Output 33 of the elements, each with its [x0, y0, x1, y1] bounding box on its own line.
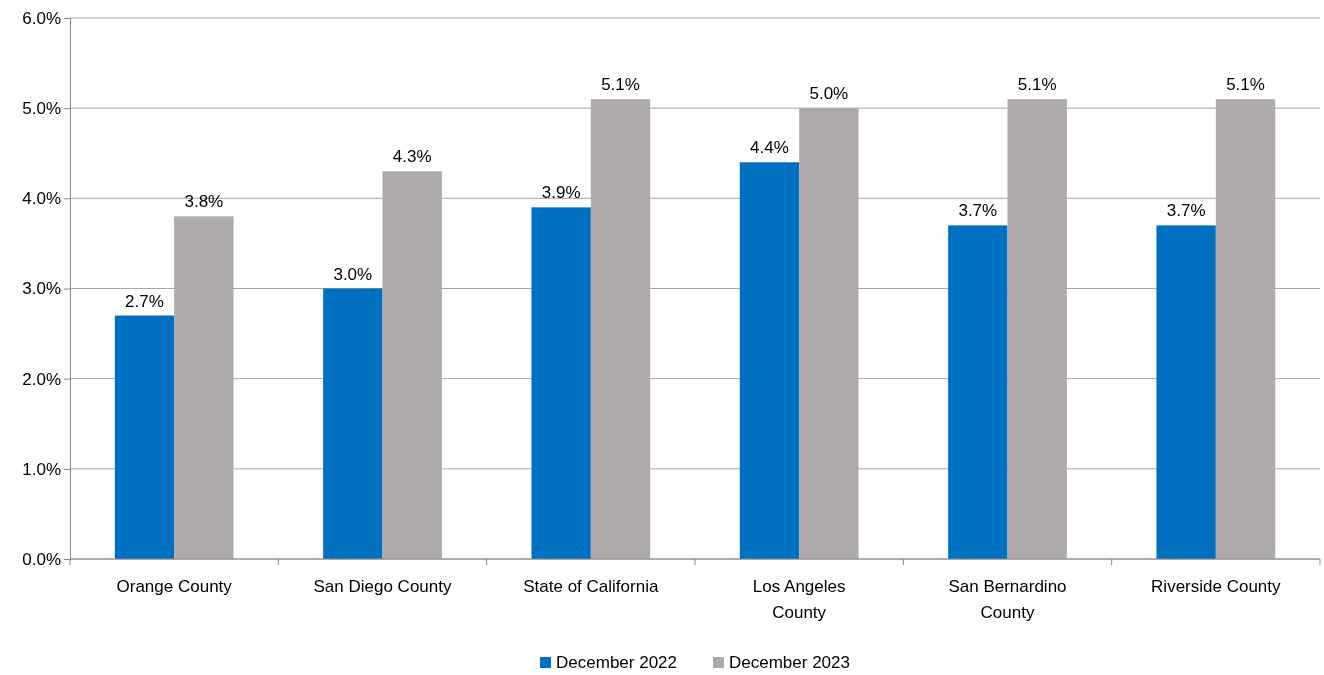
data-label: 5.1%: [1226, 75, 1265, 95]
x-tick-label: San Diego County: [313, 577, 452, 596]
data-label: 3.0%: [333, 264, 373, 284]
y-tick-label: 3.0%: [22, 279, 61, 299]
y-tick-label: 4.0%: [22, 189, 61, 209]
data-label: 3.7%: [1166, 201, 1206, 221]
x-tick-label: Riverside County: [1151, 577, 1282, 596]
data-label: 5.1%: [601, 75, 640, 95]
data-label: 3.8%: [184, 192, 224, 212]
bar: [1156, 225, 1216, 559]
legend-label: December 2022: [556, 653, 677, 672]
y-tick-label: 0.0%: [22, 549, 61, 569]
data-label: 5.0%: [809, 84, 849, 104]
bar: [323, 288, 383, 559]
bar: [531, 207, 591, 559]
data-label: 3.7%: [958, 201, 998, 221]
x-tick-label: San Bernardino County: [948, 577, 1067, 622]
x-tick-label: Orange County: [116, 577, 233, 596]
data-label: 5.1%: [1017, 75, 1057, 95]
data-label: 2.7%: [125, 291, 164, 311]
x-tick-label: Los Angeles County: [752, 577, 846, 622]
y-tick-label: 5.0%: [22, 99, 61, 119]
y-tick-label: 6.0%: [22, 8, 61, 28]
data-label: 3.9%: [541, 183, 581, 203]
x-tick-label: State of California: [523, 577, 659, 596]
legend-label: December 2023: [729, 653, 850, 672]
data-label: 4.3%: [392, 147, 432, 167]
bar: [739, 162, 800, 559]
bar: [948, 225, 1008, 559]
bar: [114, 315, 175, 559]
y-tick-label: 2.0%: [22, 369, 61, 389]
data-label: 4.4%: [750, 138, 789, 158]
y-tick-label: 1.0%: [22, 459, 61, 479]
